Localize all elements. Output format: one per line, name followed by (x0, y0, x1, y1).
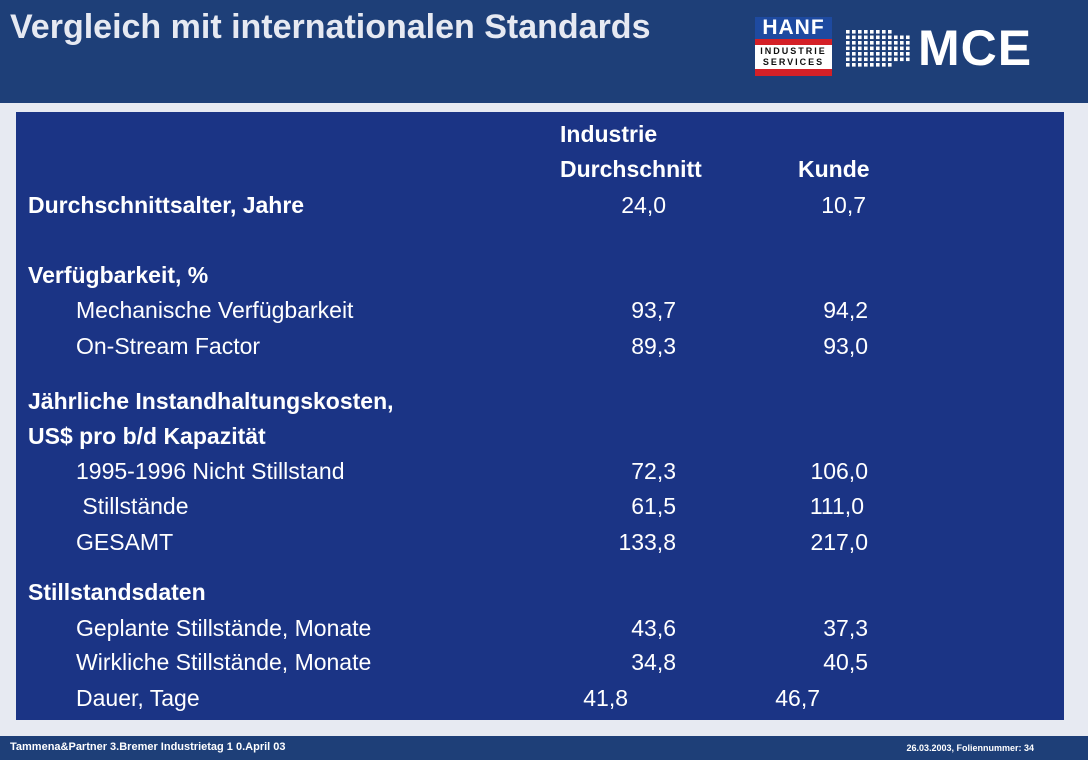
col-header-industry-line2: Durchschnitt (560, 156, 702, 182)
hanf-logo-stripe (755, 39, 832, 45)
costs-row-label: GESAMT (76, 529, 174, 555)
hanf-logo-line1: INDUSTRIE (760, 46, 827, 56)
availability-row-customer: 93,0 (823, 333, 868, 359)
costs-row-customer: 111,0 (809, 493, 864, 519)
shutdown-row-customer: 40,5 (823, 649, 868, 675)
costs-row-customer: 106,0 (810, 458, 868, 484)
header-bar: Vergleich mit internationalen Standards … (0, 0, 1088, 103)
mce-logo-word: MCE (918, 20, 1033, 76)
shutdown-row-customer: 37,3 (823, 615, 868, 641)
availability-heading: Verfügbarkeit, % (28, 262, 209, 288)
costs-row-label: 1995-1996 Nicht Stillstand (76, 458, 345, 484)
footer-right-text: 26.03.2003, Foliennummer: 34 (906, 743, 1034, 753)
shutdown-row-customer: 46,7 (775, 685, 820, 711)
hanf-logo-line2: SERVICES (762, 57, 825, 67)
col-header-customer: Kunde (798, 156, 870, 182)
footer-left-text: Tammena&Partner 3.Bremer Industrietag 1 … (10, 741, 286, 753)
shutdown-heading: Stillstandsdaten (28, 579, 206, 605)
shutdown-row-label: Geplante Stillstände, Monate (76, 615, 372, 641)
col-header-industry-line1: Industrie (560, 121, 658, 147)
hanf-logo-bottom-stripe (755, 69, 832, 76)
age-industry-value: 24,0 (621, 192, 666, 218)
costs-heading-line1: Jährliche Instandhaltungskosten, (28, 388, 394, 414)
mce-logo: MCE (846, 23, 1046, 73)
shutdown-row-industry: 41,8 (583, 685, 628, 711)
costs-row-customer: 217,0 (810, 529, 868, 555)
costs-row-industry: 72,3 (631, 458, 676, 484)
shutdown-row-label: Wirkliche Stillstände, Monate (76, 649, 372, 675)
footer-bar: Tammena&Partner 3.Bremer Industrietag 1 … (0, 736, 1088, 760)
costs-row-industry: 61,5 (631, 493, 676, 519)
hanf-logo-word: HANF (755, 17, 832, 39)
mce-dots-icon (846, 30, 910, 67)
availability-row-industry: 89,3 (631, 333, 676, 359)
age-customer-value: 10,7 (821, 192, 866, 218)
availability-row-industry: 93,7 (631, 297, 676, 323)
shutdown-row-industry: 43,6 (631, 615, 676, 641)
costs-row-label: Stillstände (76, 493, 189, 519)
age-label: Durchschnittsalter, Jahre (28, 192, 305, 218)
comparison-table: Industrie Durchschnitt Kunde Durchschnit… (16, 112, 1064, 720)
hanf-logo: HANF INDUSTRIE SERVICES (755, 17, 832, 76)
availability-row-label: Mechanische Verfügbarkeit (76, 297, 354, 323)
shutdown-row-label: Dauer, Tage (76, 685, 200, 711)
shutdown-row-industry: 34,8 (631, 649, 676, 675)
availability-row-customer: 94,2 (823, 297, 868, 323)
costs-row-industry: 133,8 (618, 529, 676, 555)
page-title: Vergleich mit internationalen Standards (10, 8, 651, 46)
availability-row-label: On-Stream Factor (76, 333, 261, 359)
costs-heading-line2: US$ pro b/d Kapazität (28, 423, 266, 449)
